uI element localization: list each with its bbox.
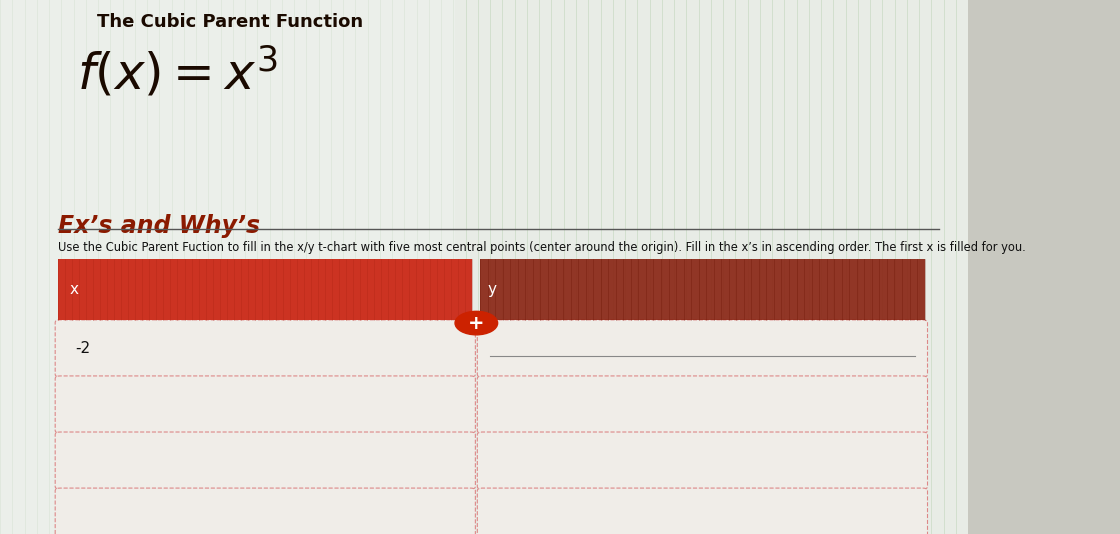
FancyBboxPatch shape <box>58 259 473 320</box>
FancyBboxPatch shape <box>477 376 927 433</box>
FancyBboxPatch shape <box>55 376 475 433</box>
Circle shape <box>455 311 497 335</box>
FancyBboxPatch shape <box>477 432 927 489</box>
FancyBboxPatch shape <box>55 488 475 534</box>
Text: x: x <box>69 282 78 297</box>
Text: Ex’s and Why’s: Ex’s and Why’s <box>58 214 260 238</box>
FancyBboxPatch shape <box>477 488 927 534</box>
Text: -2: -2 <box>75 341 91 356</box>
FancyBboxPatch shape <box>55 320 475 377</box>
FancyBboxPatch shape <box>55 432 475 489</box>
FancyBboxPatch shape <box>0 0 968 534</box>
Text: Use the Cubic Parent Fuction to fill in the x/y t-chart with five most central p: Use the Cubic Parent Fuction to fill in … <box>58 241 1026 254</box>
Text: The Cubic Parent Function: The Cubic Parent Function <box>96 13 363 32</box>
Text: $f(x) = x^3$: $f(x) = x^3$ <box>77 45 278 100</box>
FancyBboxPatch shape <box>477 320 927 377</box>
Text: +: + <box>468 313 485 333</box>
FancyBboxPatch shape <box>0 0 455 534</box>
Text: y: y <box>488 282 497 297</box>
FancyBboxPatch shape <box>480 259 925 320</box>
